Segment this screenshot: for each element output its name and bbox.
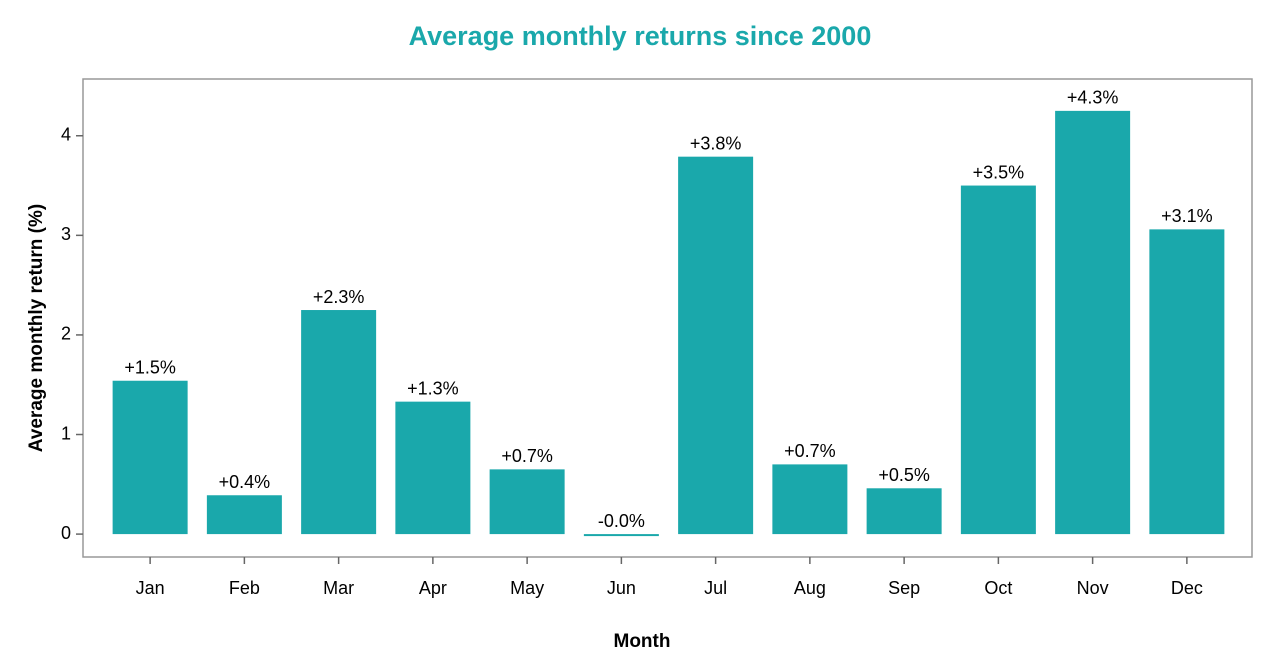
x-tick-label: Apr — [419, 578, 447, 598]
value-label: +1.5% — [124, 357, 176, 377]
x-tick-label: Mar — [323, 578, 354, 598]
x-tick-label: Sep — [888, 578, 920, 598]
bar — [866, 488, 942, 535]
bar — [395, 401, 471, 535]
x-tick-label: Nov — [1077, 578, 1109, 598]
y-tick-label: 4 — [61, 125, 71, 145]
y-tick-label: 0 — [61, 523, 71, 543]
value-label: +2.3% — [313, 287, 365, 307]
bar — [772, 464, 848, 535]
x-tick-label: Aug — [794, 578, 826, 598]
y-axis-title: Average monthly return (%) — [26, 204, 47, 452]
bar — [301, 310, 377, 535]
y-tick-label: 1 — [61, 423, 71, 443]
x-tick-label: Dec — [1171, 578, 1203, 598]
x-tick-label: Oct — [984, 578, 1012, 598]
value-label: -0.0% — [598, 511, 645, 531]
bar — [206, 495, 282, 535]
value-label: +3.8% — [690, 133, 742, 153]
chart-title: Average monthly returns since 2000 — [409, 21, 872, 51]
x-tick-label: Jan — [136, 578, 165, 598]
bar — [489, 469, 565, 535]
value-label: +1.3% — [407, 378, 459, 398]
value-label: +3.5% — [973, 162, 1025, 182]
bar — [960, 185, 1036, 535]
bar — [1055, 110, 1131, 535]
x-tick-label: Jun — [607, 578, 636, 598]
bar — [112, 380, 188, 535]
plot-frame — [82, 78, 1253, 558]
value-label: +0.7% — [784, 441, 836, 461]
y-tick-label: 2 — [61, 324, 71, 344]
value-label: +0.4% — [219, 472, 271, 492]
y-tick-label: 3 — [61, 224, 71, 244]
bar — [583, 534, 659, 537]
x-axis-title: Month — [614, 631, 671, 652]
x-tick-label: May — [510, 578, 544, 598]
value-label: +4.3% — [1067, 88, 1119, 108]
value-label: +0.7% — [501, 446, 553, 466]
x-tick-label: Feb — [229, 578, 260, 598]
bar — [678, 156, 754, 535]
value-label: +3.1% — [1161, 206, 1213, 226]
x-tick-label: Jul — [704, 578, 727, 598]
value-label: +0.5% — [878, 465, 930, 485]
bar — [1149, 229, 1225, 535]
